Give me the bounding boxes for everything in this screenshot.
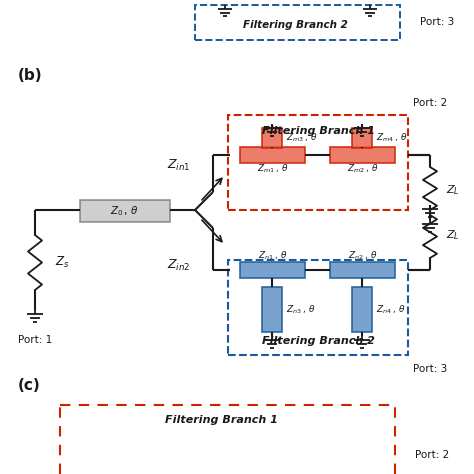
- Text: $Z_s$: $Z_s$: [55, 255, 69, 270]
- Text: $Z_0\,,\,\theta$: $Z_0\,,\,\theta$: [110, 204, 139, 218]
- Text: $\boldsymbol{Z_{in1}}$: $\boldsymbol{Z_{in1}}$: [167, 157, 191, 173]
- Text: Filtering Branch 1: Filtering Branch 1: [165, 415, 278, 425]
- Text: $Z_{m4}\,,\,\theta$: $Z_{m4}\,,\,\theta$: [376, 132, 408, 144]
- Text: Port: 3: Port: 3: [413, 364, 447, 374]
- Bar: [352, 128, 372, 148]
- Text: Filtering Branch 2: Filtering Branch 2: [243, 20, 347, 30]
- Bar: [80, 200, 170, 222]
- Text: $Z_{m3}\,,\,\theta$: $Z_{m3}\,,\,\theta$: [286, 132, 318, 144]
- Text: $Z_L$: $Z_L$: [446, 228, 460, 242]
- Text: (c): (c): [18, 377, 41, 392]
- Bar: [352, 287, 372, 332]
- Bar: [330, 262, 395, 278]
- Bar: [228, 260, 408, 355]
- Text: $Z_{n4}\,,\,\theta$: $Z_{n4}\,,\,\theta$: [376, 303, 405, 316]
- Text: $Z_{m2}\,,\,\theta$: $Z_{m2}\,,\,\theta$: [346, 163, 378, 175]
- Text: Port: 2: Port: 2: [415, 450, 449, 460]
- Text: $Z_{m1}\,,\,\theta$: $Z_{m1}\,,\,\theta$: [257, 163, 288, 175]
- Text: Port: 2: Port: 2: [413, 98, 447, 108]
- Text: $Z_L$: $Z_L$: [446, 183, 460, 197]
- Bar: [240, 147, 305, 163]
- Text: Filtering Branch 2: Filtering Branch 2: [262, 336, 374, 346]
- Text: (b): (b): [18, 67, 43, 82]
- Text: Port: 1: Port: 1: [18, 335, 52, 345]
- Bar: [262, 128, 282, 148]
- Text: $Z_{n2}\,,\,\theta$: $Z_{n2}\,,\,\theta$: [348, 250, 377, 262]
- Text: $Z_{n3}\,,\,\theta$: $Z_{n3}\,,\,\theta$: [286, 303, 316, 316]
- Text: Filtering Branch 1: Filtering Branch 1: [262, 126, 374, 136]
- Text: $Z_{n1}\,,\,\theta$: $Z_{n1}\,,\,\theta$: [258, 250, 287, 262]
- Bar: [262, 287, 282, 332]
- Bar: [240, 262, 305, 278]
- Bar: [330, 147, 395, 163]
- Text: $\boldsymbol{Z_{in2}}$: $\boldsymbol{Z_{in2}}$: [167, 257, 191, 273]
- Bar: [228, 115, 408, 210]
- Bar: [195, 5, 400, 40]
- Text: Port: 3: Port: 3: [420, 17, 454, 27]
